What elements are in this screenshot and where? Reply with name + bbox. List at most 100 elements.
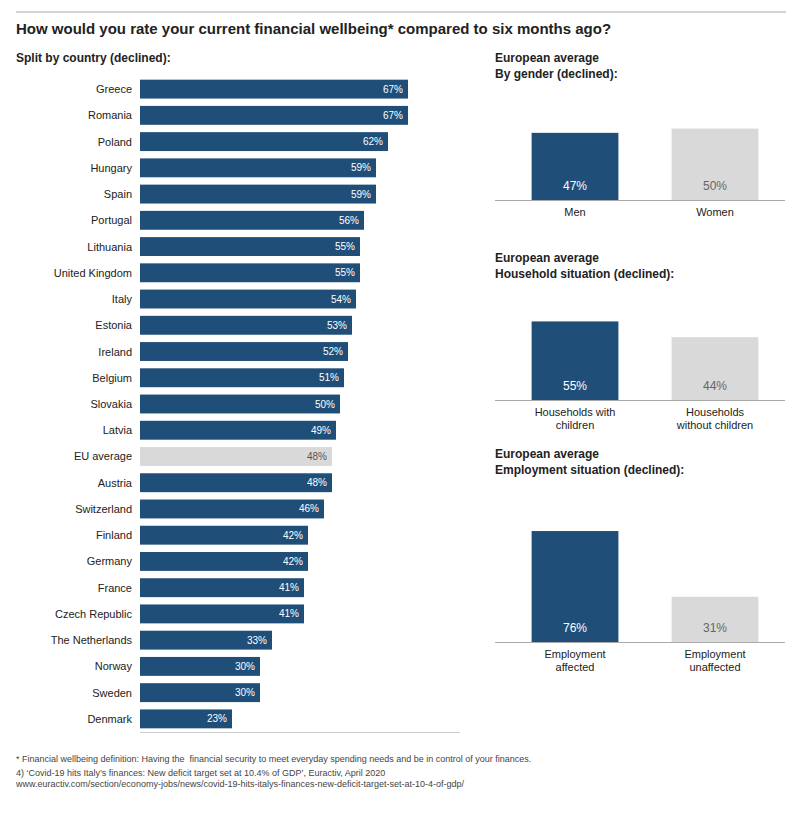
- category-label: Belgium: [92, 372, 132, 384]
- data-label: 56%: [339, 215, 359, 226]
- text-line: Employment: [684, 648, 745, 660]
- data-label: 67%: [383, 84, 403, 95]
- data-label: 51%: [319, 372, 339, 383]
- category-label: Households withchildren: [535, 406, 616, 431]
- data-label: 23%: [207, 713, 227, 724]
- data-label: 41%: [279, 582, 299, 593]
- category-label: Householdswithout children: [676, 406, 753, 431]
- x-axis-line: [140, 732, 460, 733]
- bar: [140, 395, 340, 414]
- baseline: [495, 200, 785, 201]
- category-label: Hungary: [90, 162, 132, 174]
- category-label: Sweden: [92, 687, 132, 699]
- bar: [140, 158, 376, 177]
- bar: [140, 263, 360, 282]
- baseline: [495, 400, 785, 401]
- data-label: 55%: [563, 379, 587, 393]
- bar: [532, 133, 619, 200]
- bar: [140, 473, 332, 492]
- top-rule: [16, 11, 786, 12]
- data-label: 44%: [703, 379, 727, 393]
- text-line: children: [556, 419, 595, 431]
- category-label: Italy: [112, 293, 133, 305]
- category-label: Spain: [104, 188, 132, 200]
- chart: European average Employment situation (de…: [495, 447, 785, 673]
- text-line: affected: [556, 661, 595, 673]
- data-label: 55%: [335, 241, 355, 252]
- data-label: 30%: [235, 661, 255, 672]
- chart-subtitle: Employment situation (declined):: [495, 463, 684, 477]
- data-label: 59%: [351, 189, 371, 200]
- text-line: 4) ‘Covid-19 hits Italy’s finances: New …: [16, 768, 385, 778]
- category-label: Men: [564, 206, 585, 218]
- data-label: 50%: [315, 399, 335, 410]
- text-line: Employment: [544, 648, 605, 660]
- bar: [140, 106, 408, 125]
- data-label: 53%: [327, 320, 347, 331]
- bar: [140, 500, 324, 519]
- bar: [140, 631, 272, 650]
- category-label: Lithuania: [87, 241, 133, 253]
- text-line: unaffected: [689, 661, 740, 673]
- chart-subtitle: Household situation (declined):: [495, 267, 674, 281]
- bar: [140, 709, 232, 728]
- chart: European averageBy gender (declined):Men…: [495, 51, 785, 218]
- text-line: Households: [686, 406, 745, 418]
- category-label: Romania: [88, 109, 133, 121]
- baseline: [495, 642, 785, 643]
- category-label: Ireland: [98, 346, 132, 358]
- category-label: Portugal: [91, 214, 132, 226]
- text-line: Men: [564, 206, 585, 218]
- category-label: France: [98, 582, 132, 594]
- bar: [140, 604, 304, 623]
- bar: [140, 237, 360, 256]
- bar: [532, 321, 619, 400]
- category-label: Latvia: [103, 424, 133, 436]
- category-label: Switzerland: [75, 503, 132, 515]
- text-line: * Financial wellbeing definition: Having…: [16, 754, 531, 764]
- bar: [140, 185, 376, 204]
- page: How would you rate your current financia…: [0, 0, 802, 817]
- bar: [672, 337, 759, 400]
- data-label: 52%: [323, 346, 343, 357]
- chart: European averageHousehold situation (dec…: [495, 251, 785, 431]
- text-line: Households with: [535, 406, 616, 418]
- bar: [140, 368, 344, 387]
- data-label: 50%: [703, 179, 727, 193]
- category-label: Greece: [96, 83, 132, 95]
- bar: [140, 421, 336, 440]
- category-label: Employmentunaffected: [684, 648, 745, 673]
- data-label: 76%: [563, 621, 587, 635]
- footnote: 4) ‘Covid-19 hits Italy’s finances: New …: [15, 768, 465, 789]
- bar: [140, 447, 332, 466]
- category-label: Finland: [96, 529, 132, 541]
- plot-area: [140, 80, 408, 729]
- data-label: 67%: [383, 110, 403, 121]
- bar: [140, 211, 364, 230]
- bar: [140, 316, 352, 335]
- chart-title: European average: [495, 51, 599, 65]
- bar: [140, 683, 260, 702]
- plot-area: [532, 531, 759, 642]
- chart-title: European average: [495, 447, 599, 461]
- data-label: 55%: [335, 267, 355, 278]
- data-label: 48%: [307, 477, 327, 488]
- text-line: www.euractiv.com/section/economy-jobs/ne…: [15, 779, 465, 789]
- data-label: 30%: [235, 687, 255, 698]
- bar: [672, 597, 759, 642]
- labels: Men47%Women50%: [563, 179, 734, 218]
- bar: [140, 290, 356, 309]
- bar: [140, 132, 388, 151]
- chart: How would you rate your current financia…: [15, 20, 611, 789]
- data-label: 46%: [299, 503, 319, 514]
- category-label: Czech Republic: [55, 608, 133, 620]
- bar: [140, 342, 348, 361]
- category-label: EU average: [74, 450, 132, 462]
- data-label: 62%: [363, 136, 383, 147]
- bar: [140, 526, 308, 545]
- data-label: 49%: [311, 425, 331, 436]
- data-label: 42%: [283, 530, 303, 541]
- category-label: Estonia: [95, 319, 133, 331]
- category-label: Germany: [87, 555, 133, 567]
- data-label: 47%: [563, 179, 587, 193]
